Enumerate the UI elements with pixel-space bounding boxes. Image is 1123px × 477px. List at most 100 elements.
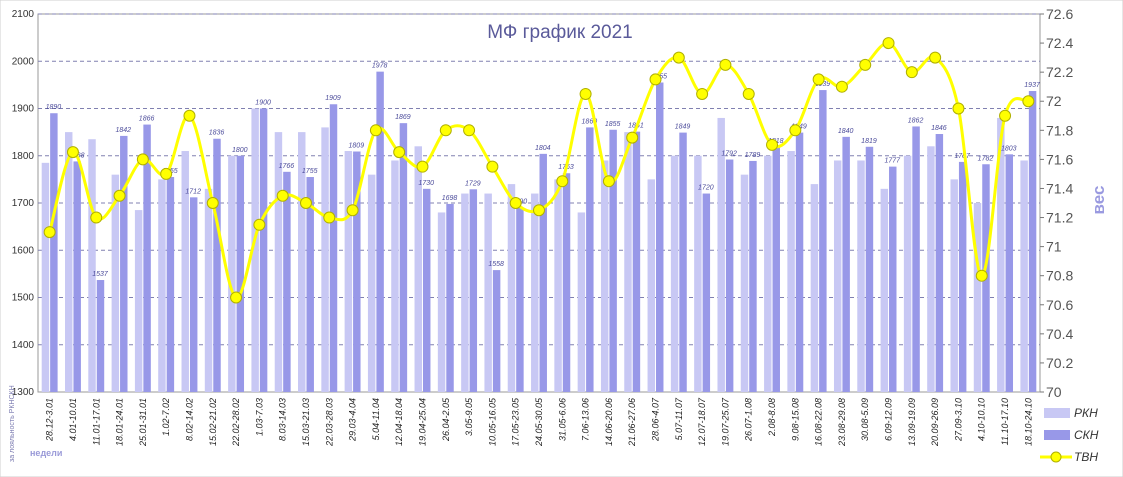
data-label-skn: 1900 — [255, 100, 271, 107]
tvn-point — [533, 204, 545, 217]
bar-rkn — [857, 160, 865, 392]
y2-tick-label: 71.8 — [1046, 122, 1073, 138]
bar-rkn — [507, 184, 516, 392]
data-label-skn: 1840 — [838, 128, 854, 135]
tvn-point — [999, 109, 1012, 122]
data-label-skn: 1819 — [861, 138, 877, 145]
y2-tick-label: 71.2 — [1046, 210, 1073, 226]
bar-rkn — [461, 193, 469, 392]
side-caption: за лояльность РКНСКН — [9, 385, 16, 462]
weeks-caption: недели — [30, 448, 62, 458]
tvn-point — [183, 109, 196, 122]
data-label-skn: 1909 — [325, 95, 341, 102]
data-label-skn: 1849 — [675, 124, 691, 131]
left-axis: 1300 1400 1500 1600 1700 1800 1900 2000 2100 — [12, 9, 35, 398]
data-label-skn: 1777 — [884, 158, 901, 165]
tvn-point — [206, 197, 219, 209]
bar-skn — [889, 166, 897, 392]
tvn-point — [835, 80, 848, 93]
tvn-point — [439, 124, 452, 137]
bar-skn — [865, 146, 874, 392]
x-tick-label: 18.01-24.01 — [115, 398, 125, 446]
bar-rkn — [740, 174, 749, 392]
data-label-skn: 1804 — [535, 145, 551, 152]
tvn-point — [509, 197, 522, 209]
x-tick-label: 3.05-9.05 — [464, 397, 474, 436]
x-tick-label: 17.05-23.05 — [511, 397, 521, 446]
x-tick-label: 27.09-3.10 — [953, 398, 963, 442]
tvn-point — [463, 124, 476, 137]
data-label-skn: 1558 — [488, 261, 504, 268]
x-tick-label: 31.05-6.06 — [557, 398, 567, 441]
y2-tick-label: 72.2 — [1046, 64, 1073, 80]
y2-tick-label: 72 — [1046, 93, 1062, 109]
data-label-skn: 1836 — [209, 130, 225, 137]
y-tick-label: 1800 — [12, 151, 35, 162]
legend-label-rkn: РКН — [1074, 406, 1098, 420]
x-tick-label: 9.08-15.08 — [790, 398, 800, 441]
tvn-point — [696, 87, 709, 100]
x-tick-label: 19.07-25.07 — [720, 397, 730, 446]
tvn-point — [90, 211, 103, 224]
x-tick-label: 25.01-31.01 — [138, 398, 148, 447]
x-tick-label: 16.08-22.08 — [814, 398, 824, 446]
bar-rkn — [670, 155, 679, 392]
tvn-point — [952, 102, 965, 115]
bar-rkn — [903, 155, 912, 392]
bar-rkn — [437, 212, 446, 392]
bar-rkn — [950, 179, 958, 392]
bar-skn — [586, 127, 594, 393]
bar-rkn — [181, 151, 189, 392]
y2-tick-label: 72.4 — [1046, 35, 1073, 51]
x-tick-label: 26.07-1.08 — [744, 398, 754, 442]
bar-rkn — [880, 188, 889, 392]
line-series — [43, 37, 1035, 304]
x-tick-label: 6.09-12.09 — [884, 398, 894, 441]
bar-skn — [1028, 91, 1037, 392]
bar-rkn — [764, 155, 772, 392]
bar-skn — [376, 71, 384, 393]
x-tick-label: 11.01-17.01 — [91, 398, 101, 445]
tvn-point — [742, 87, 755, 100]
tvn-point — [556, 175, 569, 188]
legend-swatch-skn — [1044, 430, 1070, 440]
data-label-skn: 1939 — [815, 81, 831, 88]
tvn-point — [113, 189, 126, 202]
data-label-skn: 1869 — [395, 114, 411, 121]
bar-rkn — [298, 132, 306, 392]
bar-skn — [143, 124, 151, 392]
bar-rkn — [833, 160, 842, 392]
tvn-point — [859, 58, 872, 71]
bar-rkn — [414, 146, 422, 392]
bar-skn — [516, 207, 524, 392]
x-tick-label: 8.02-14.02 — [184, 398, 194, 441]
bar-skn — [842, 136, 850, 392]
x-tick-label: 30.08-5.09 — [860, 398, 870, 441]
bar-rkn — [531, 193, 539, 392]
x-tick-label: 10.05-16.05 — [487, 397, 497, 446]
bar-skn — [912, 126, 920, 392]
tvn-point — [602, 175, 615, 188]
bar-skn — [213, 138, 221, 392]
bar-skn — [50, 113, 58, 392]
y2-tick-label: 71 — [1046, 239, 1062, 255]
y2-tick-label: 70.6 — [1046, 297, 1073, 313]
bar-rkn — [158, 179, 166, 392]
bar-rkn — [694, 155, 702, 392]
tvn-point — [1022, 95, 1035, 108]
x-tick-label: 20.09-26.09 — [930, 398, 940, 447]
data-label-skn: 1789 — [745, 152, 761, 159]
bar-rkn — [41, 162, 50, 392]
bar-rkn — [88, 139, 96, 392]
bar-rkn — [600, 160, 609, 392]
bar-skn — [632, 131, 641, 392]
bar-skn — [236, 155, 245, 392]
data-label-skn: 1537 — [92, 271, 109, 278]
tvn-point — [672, 51, 685, 64]
y-tick-label: 2000 — [12, 56, 35, 67]
bar-rkn — [647, 179, 656, 392]
bar-skn — [609, 129, 617, 392]
bar-skn — [353, 151, 361, 392]
bar-rkn — [717, 117, 725, 392]
